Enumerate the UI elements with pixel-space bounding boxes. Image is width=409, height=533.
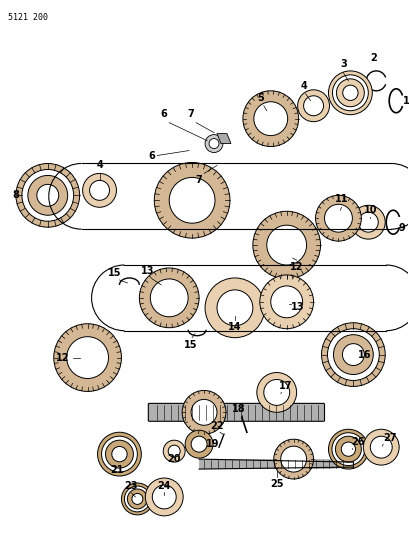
Text: 4: 4 bbox=[299, 81, 306, 91]
Text: 19: 19 bbox=[206, 439, 219, 449]
Circle shape bbox=[154, 163, 229, 238]
Text: 26: 26 bbox=[351, 437, 364, 447]
Circle shape bbox=[105, 440, 133, 468]
Text: 21: 21 bbox=[110, 465, 124, 475]
Text: 6: 6 bbox=[160, 109, 167, 119]
Circle shape bbox=[101, 436, 137, 472]
FancyBboxPatch shape bbox=[148, 403, 324, 421]
Circle shape bbox=[303, 96, 323, 116]
Text: 3: 3 bbox=[339, 59, 346, 69]
Circle shape bbox=[253, 102, 287, 135]
Circle shape bbox=[297, 90, 329, 122]
Circle shape bbox=[259, 275, 313, 329]
Circle shape bbox=[273, 439, 313, 479]
Circle shape bbox=[97, 432, 141, 476]
Text: 12: 12 bbox=[56, 353, 70, 362]
Circle shape bbox=[28, 175, 67, 215]
Text: 6: 6 bbox=[148, 150, 154, 160]
Text: 13: 13 bbox=[140, 266, 154, 276]
Circle shape bbox=[191, 399, 216, 425]
Circle shape bbox=[369, 436, 391, 458]
Circle shape bbox=[37, 184, 58, 206]
Text: 23: 23 bbox=[124, 481, 138, 491]
Circle shape bbox=[216, 290, 252, 326]
Text: 15: 15 bbox=[184, 340, 198, 350]
Text: 4: 4 bbox=[96, 160, 103, 171]
Circle shape bbox=[324, 204, 351, 232]
Text: 10: 10 bbox=[363, 205, 376, 215]
Polygon shape bbox=[199, 459, 353, 469]
Circle shape bbox=[263, 379, 289, 406]
Circle shape bbox=[242, 91, 298, 147]
Text: 5: 5 bbox=[257, 93, 263, 103]
Circle shape bbox=[185, 430, 213, 458]
Circle shape bbox=[342, 85, 357, 100]
Text: 7: 7 bbox=[187, 109, 194, 119]
Circle shape bbox=[139, 268, 199, 328]
Circle shape bbox=[152, 485, 176, 509]
Text: 14: 14 bbox=[228, 322, 241, 332]
Circle shape bbox=[327, 329, 378, 381]
Circle shape bbox=[332, 75, 367, 111]
Circle shape bbox=[169, 177, 214, 223]
Text: 17: 17 bbox=[278, 382, 292, 391]
Circle shape bbox=[191, 436, 207, 452]
Text: 8: 8 bbox=[12, 190, 19, 200]
Text: 20: 20 bbox=[167, 454, 180, 464]
Text: 25: 25 bbox=[269, 479, 283, 489]
Circle shape bbox=[112, 447, 127, 462]
Circle shape bbox=[168, 445, 180, 457]
Text: 16: 16 bbox=[357, 350, 371, 360]
Circle shape bbox=[328, 71, 371, 115]
Text: 12: 12 bbox=[289, 262, 303, 272]
Text: 24: 24 bbox=[157, 481, 171, 491]
Circle shape bbox=[132, 494, 142, 504]
Text: 18: 18 bbox=[231, 405, 245, 414]
Text: 9: 9 bbox=[397, 223, 404, 233]
Circle shape bbox=[67, 337, 108, 378]
Text: 2: 2 bbox=[369, 53, 376, 63]
Circle shape bbox=[182, 391, 225, 434]
Circle shape bbox=[266, 225, 306, 265]
Text: 22: 22 bbox=[210, 421, 223, 431]
Circle shape bbox=[357, 212, 378, 232]
Circle shape bbox=[124, 486, 150, 512]
Text: 13: 13 bbox=[290, 302, 303, 312]
Circle shape bbox=[204, 278, 264, 338]
Circle shape bbox=[270, 286, 302, 318]
Circle shape bbox=[54, 324, 121, 391]
Circle shape bbox=[16, 164, 79, 227]
Text: 7: 7 bbox=[195, 175, 202, 185]
Circle shape bbox=[127, 489, 147, 509]
Circle shape bbox=[83, 173, 116, 207]
Circle shape bbox=[163, 440, 185, 462]
Circle shape bbox=[342, 344, 364, 366]
Circle shape bbox=[90, 180, 109, 200]
Polygon shape bbox=[216, 134, 230, 143]
Circle shape bbox=[121, 483, 153, 515]
Circle shape bbox=[256, 373, 296, 413]
Text: 5121 200: 5121 200 bbox=[8, 13, 48, 22]
Text: 27: 27 bbox=[382, 433, 396, 443]
Circle shape bbox=[336, 79, 364, 107]
Circle shape bbox=[145, 478, 183, 516]
Circle shape bbox=[331, 433, 364, 466]
Text: 15: 15 bbox=[108, 268, 121, 278]
Circle shape bbox=[340, 442, 355, 456]
Text: 11: 11 bbox=[334, 195, 347, 204]
Circle shape bbox=[315, 195, 360, 241]
Circle shape bbox=[335, 436, 360, 462]
Circle shape bbox=[351, 205, 384, 239]
Circle shape bbox=[204, 135, 222, 152]
Circle shape bbox=[362, 429, 398, 465]
Circle shape bbox=[150, 279, 188, 317]
Circle shape bbox=[22, 169, 74, 221]
Circle shape bbox=[328, 429, 367, 469]
Circle shape bbox=[252, 211, 320, 279]
Circle shape bbox=[321, 323, 384, 386]
Circle shape bbox=[209, 139, 218, 149]
Text: 1: 1 bbox=[402, 96, 409, 106]
Circle shape bbox=[333, 335, 372, 375]
Circle shape bbox=[280, 446, 306, 472]
